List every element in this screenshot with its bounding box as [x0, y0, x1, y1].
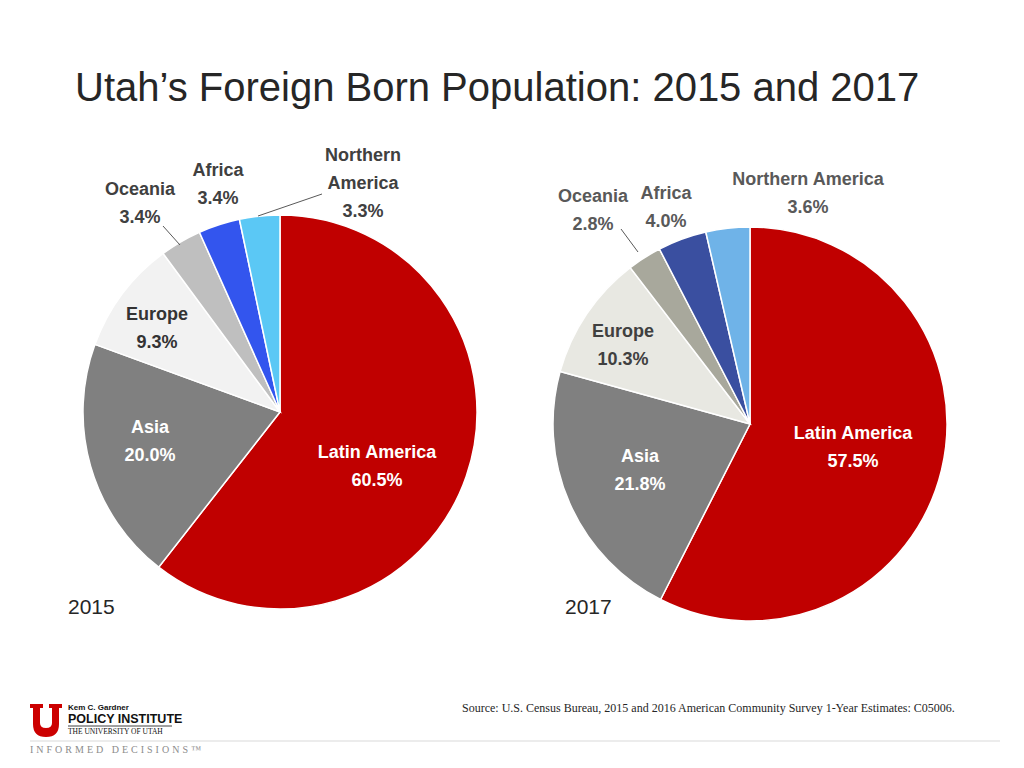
page: Utah’s Foreign Born Population: 2015 and…: [0, 0, 1024, 768]
slice-category: Asia: [131, 417, 170, 437]
slice-category-line: Europe: [592, 321, 654, 341]
slice-value: 57.5%: [827, 451, 878, 471]
slice-category-line: Latin America: [794, 423, 913, 443]
slice-value: 3.3%: [342, 201, 383, 221]
logo-text: Kem C. Gardner: [68, 703, 129, 712]
slice-category: Oceania: [558, 186, 629, 206]
slice-category: Latin America: [794, 423, 913, 443]
slice-category-line: Northern America: [732, 169, 884, 189]
slice-category: Africa: [640, 183, 692, 203]
logo-text: THE UNIVERSITY OF UTAH: [68, 727, 163, 736]
slice-value: 4.0%: [645, 211, 686, 231]
slice-category-line: Europe: [126, 304, 188, 324]
slice-value: 10.3%: [597, 349, 648, 369]
leader-line: [258, 194, 322, 216]
slice-value: 9.3%: [136, 332, 177, 352]
slice-category-line: Northern: [325, 145, 401, 165]
slices: [553, 227, 947, 621]
title: Utah’s Foreign Born Population: 2015 and…: [75, 65, 919, 109]
slice-category: Asia: [621, 446, 660, 466]
slice-category-line: Asia: [621, 446, 660, 466]
logo-rule: [68, 726, 172, 727]
slice-category-line: Africa: [640, 183, 692, 203]
logo-text: POLICY INSTITUTE: [68, 712, 182, 726]
slice-category-line: America: [327, 173, 399, 193]
slice-category: Northern America: [732, 169, 884, 189]
chart-title: 2015: [68, 595, 115, 618]
source: Source: U.S. Census Bureau, 2015 and 201…: [462, 701, 955, 715]
tagline: INFORMED DECISIONS™: [30, 744, 204, 755]
slice-value: 3.4%: [119, 207, 160, 227]
pie-slice: [706, 227, 750, 424]
slice-category: Northern America: [325, 145, 401, 193]
footer-rule: [30, 741, 1000, 742]
slice-value: 3.6%: [787, 197, 828, 217]
leader-line: [621, 229, 638, 252]
slice-category-line: Latin America: [318, 442, 437, 462]
slice-value: 3.4%: [197, 188, 238, 208]
slice-category-line: Africa: [192, 160, 244, 180]
slices: [83, 215, 477, 609]
pie-slice: [239, 215, 280, 412]
slice-category: Latin America: [318, 442, 437, 462]
slice-category: Oceania: [105, 179, 176, 199]
leader-line: [163, 226, 180, 245]
slice-category: Europe: [126, 304, 188, 324]
chart-title: 2017: [565, 595, 612, 618]
slice-category-line: Asia: [131, 417, 170, 437]
slice-value: 20.0%: [124, 445, 175, 465]
logo-mark: [30, 704, 62, 737]
slice-category-line: Oceania: [105, 179, 176, 199]
slice-value: 2.8%: [572, 214, 613, 234]
slice-category: Africa: [192, 160, 244, 180]
pie-chart: Latin America 60.5% Asia 20.0% Europe 9.3% Oce…: [68, 145, 477, 618]
slice-category-line: Oceania: [558, 186, 629, 206]
pie-chart: Latin America 57.5% Asia 21.8% Europe 10.3% Oc…: [553, 169, 947, 621]
slice-category: Europe: [592, 321, 654, 341]
slice-value: 60.5%: [351, 470, 402, 490]
slice-value: 21.8%: [614, 474, 665, 494]
